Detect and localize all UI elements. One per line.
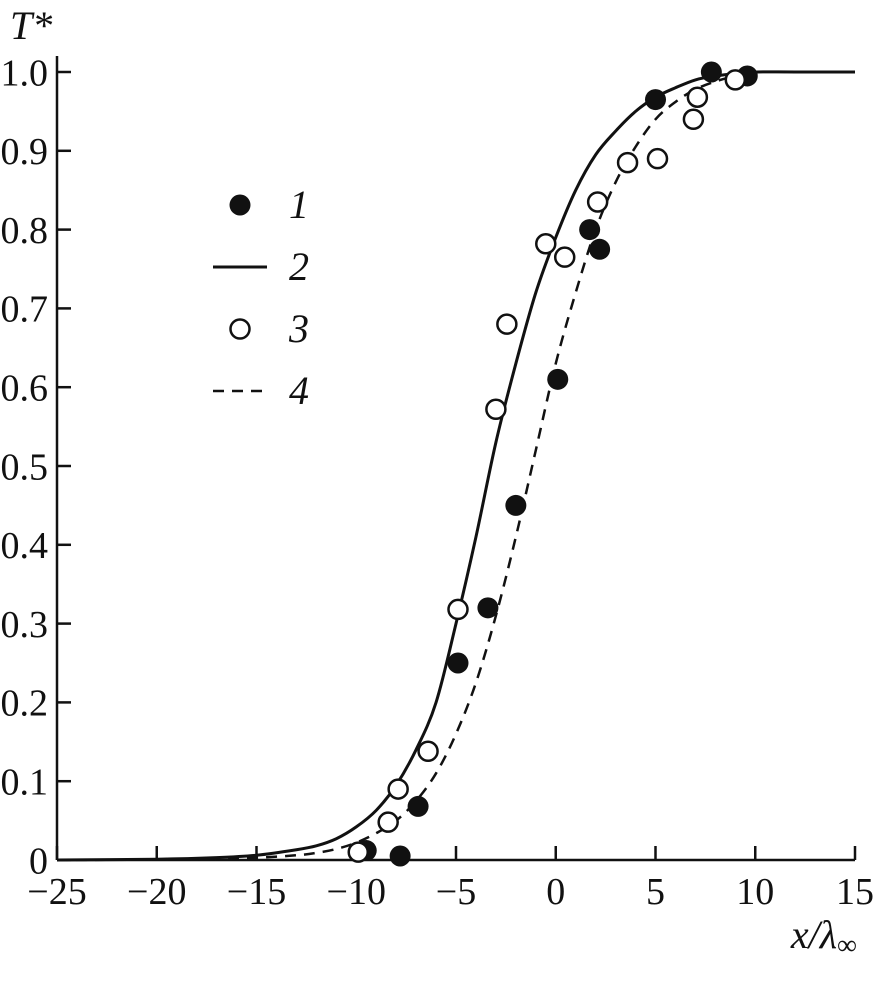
legend-label-1: 1 bbox=[289, 182, 309, 227]
point-data-filled-circles bbox=[579, 219, 601, 241]
y-tick-label: 0.5 bbox=[1, 446, 49, 488]
x-tick-label: 5 bbox=[646, 871, 665, 913]
point-data-open-circles bbox=[682, 108, 705, 131]
x-tick-label: −15 bbox=[227, 871, 286, 913]
point-data-open-circles bbox=[724, 69, 747, 91]
point-data-filled-circles bbox=[407, 795, 429, 817]
y-tick-label: 0.3 bbox=[1, 604, 49, 646]
y-tick-label: 0.8 bbox=[1, 210, 49, 252]
x-tick-label: 15 bbox=[836, 871, 873, 913]
y-tick-label: 0.6 bbox=[1, 368, 49, 410]
x-tick-label: −25 bbox=[27, 871, 86, 913]
x-tick-label: −20 bbox=[127, 871, 186, 913]
point-data-filled-circles bbox=[645, 89, 666, 111]
point-data-open-circles bbox=[485, 398, 507, 421]
legend-label-2: 2 bbox=[289, 244, 309, 289]
chart-legend: 1 2 3 4 bbox=[211, 174, 309, 422]
filled-circle-marker-icon bbox=[211, 190, 269, 220]
point-data-open-circles bbox=[586, 191, 609, 213]
legend-item-1: 1 bbox=[211, 174, 309, 236]
point-data-open-circles bbox=[553, 246, 576, 268]
x-tick-label: −10 bbox=[327, 871, 386, 913]
point-data-filled-circles bbox=[447, 652, 469, 674]
point-data-filled-circles bbox=[547, 368, 569, 390]
solid-line-marker-icon bbox=[211, 252, 269, 282]
point-data-open-circles bbox=[616, 151, 639, 174]
point-data-filled-circles bbox=[477, 597, 499, 619]
x-axis-title-sub: ∞ bbox=[837, 930, 857, 961]
point-data-filled-circles bbox=[589, 238, 611, 260]
x-tick-label: 10 bbox=[736, 871, 774, 913]
point-data-open-circles bbox=[387, 778, 409, 800]
point-data-filled-circles bbox=[389, 845, 411, 867]
y-tick-label: 0.9 bbox=[1, 131, 49, 173]
legend-item-4: 4 bbox=[211, 360, 309, 422]
legend-item-2: 2 bbox=[211, 236, 309, 298]
point-data-open-circles bbox=[447, 598, 469, 621]
point-data-open-circles bbox=[347, 841, 369, 863]
y-tick-label: 0 bbox=[29, 840, 48, 882]
series-curve-solid bbox=[56, 70, 855, 862]
x-tick-label: 0 bbox=[546, 871, 565, 913]
open-circle-marker-icon bbox=[211, 314, 269, 344]
point-data-filled-circles bbox=[505, 494, 527, 516]
y-tick-label: 1.0 bbox=[1, 52, 49, 94]
legend-item-3: 3 bbox=[211, 298, 309, 360]
point-data-open-circles bbox=[377, 811, 399, 833]
y-tick-label: 0.4 bbox=[1, 525, 49, 567]
point-data-filled-circles bbox=[700, 61, 722, 83]
y-axis-title: T* bbox=[10, 3, 53, 48]
y-tick-label: 0.1 bbox=[1, 762, 49, 804]
x-axis-title-main: x/λ bbox=[790, 912, 838, 957]
x-axis-title: x/λ∞ bbox=[791, 915, 857, 960]
series-curve-dashed bbox=[56, 70, 855, 862]
legend-label-4: 4 bbox=[289, 368, 309, 413]
point-data-open-circles bbox=[496, 313, 518, 335]
legend-label-3: 3 bbox=[289, 306, 309, 351]
point-data-open-circles bbox=[646, 147, 669, 170]
x-tick-label: −5 bbox=[436, 871, 476, 913]
point-data-open-circles bbox=[686, 86, 709, 108]
y-tick-label: 0.7 bbox=[1, 289, 49, 331]
y-tick-label: 0.2 bbox=[1, 683, 49, 725]
dashed-line-marker-icon bbox=[211, 376, 269, 406]
point-data-open-circles bbox=[535, 233, 557, 255]
point-data-open-circles bbox=[417, 740, 439, 763]
